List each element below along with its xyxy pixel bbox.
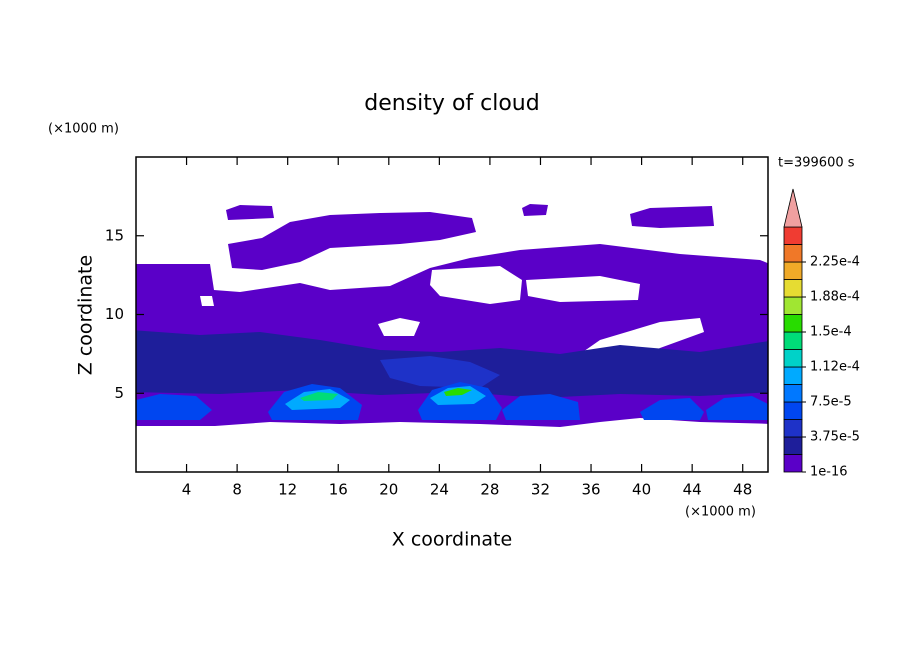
colorbar-box bbox=[783, 331, 803, 350]
x-tick-label: 48 bbox=[733, 481, 752, 499]
colorbar-label: 1.5e-4 bbox=[810, 325, 852, 340]
contour-region bbox=[706, 396, 768, 420]
x-unit: (×1000 m) bbox=[685, 505, 756, 520]
x-tick-label: 12 bbox=[278, 481, 297, 499]
x-tick-label: 20 bbox=[379, 481, 398, 499]
colorbar-box bbox=[783, 366, 803, 385]
contour-gap bbox=[378, 318, 420, 336]
contour-gap bbox=[200, 296, 214, 306]
colorbar-arrow bbox=[783, 188, 803, 228]
x-tick-label: 8 bbox=[232, 481, 242, 499]
colorbar-label: 1.12e-4 bbox=[810, 360, 860, 375]
contour-field bbox=[136, 204, 768, 427]
contour-region bbox=[522, 204, 548, 216]
colorbar-box bbox=[783, 296, 803, 315]
x-tick-label: 44 bbox=[683, 481, 702, 499]
contour-gap bbox=[526, 276, 640, 302]
contour-region bbox=[502, 394, 580, 420]
time-label: t=399600 s bbox=[778, 156, 855, 171]
contour-region bbox=[300, 392, 338, 401]
colorbar-box bbox=[783, 349, 803, 368]
colorbar-label: 2.25e-4 bbox=[810, 255, 860, 270]
colorbar-box bbox=[783, 314, 803, 333]
y-axis-label: Z coordinate bbox=[75, 255, 97, 375]
contour-gap bbox=[430, 266, 522, 304]
colorbar-label: 7.5e-5 bbox=[810, 395, 852, 410]
chart-title: density of cloud bbox=[364, 91, 539, 116]
contour-region bbox=[226, 205, 274, 220]
x-tick-label: 28 bbox=[480, 481, 499, 499]
x-tick-label: 36 bbox=[581, 481, 600, 499]
contour-region bbox=[380, 356, 500, 388]
colorbar-label: 3.75e-5 bbox=[810, 430, 860, 445]
colorbar-label: 1.88e-4 bbox=[810, 290, 860, 305]
x-axis-label: X coordinate bbox=[392, 529, 512, 551]
colorbar-box bbox=[783, 419, 803, 438]
x-tick-label: 40 bbox=[632, 481, 651, 499]
contour-region bbox=[630, 206, 714, 228]
contour-region bbox=[430, 386, 486, 405]
colorbar-box bbox=[783, 384, 803, 403]
colorbar-box bbox=[783, 454, 803, 473]
y-unit: (×1000 m) bbox=[48, 122, 119, 137]
colorbar-box bbox=[783, 401, 803, 420]
colorbar-box bbox=[783, 261, 803, 280]
colorbar-box bbox=[783, 279, 803, 298]
y-tick-label: 15 bbox=[105, 226, 124, 244]
x-tick-label: 4 bbox=[182, 481, 192, 499]
contour-region bbox=[136, 394, 212, 420]
x-tick-label: 24 bbox=[430, 481, 449, 499]
y-tick-label: 5 bbox=[114, 384, 124, 402]
colorbar-box bbox=[783, 436, 803, 455]
colorbar-box bbox=[783, 244, 803, 263]
colorbar-box bbox=[783, 226, 803, 245]
contour-region bbox=[640, 398, 704, 420]
y-tick-label: 10 bbox=[105, 305, 124, 323]
x-tick-label: 32 bbox=[531, 481, 550, 499]
x-tick-label: 16 bbox=[329, 481, 348, 499]
colorbar-label: 1e-16 bbox=[810, 465, 848, 480]
contour-region bbox=[444, 388, 472, 396]
contour-region bbox=[228, 212, 476, 270]
